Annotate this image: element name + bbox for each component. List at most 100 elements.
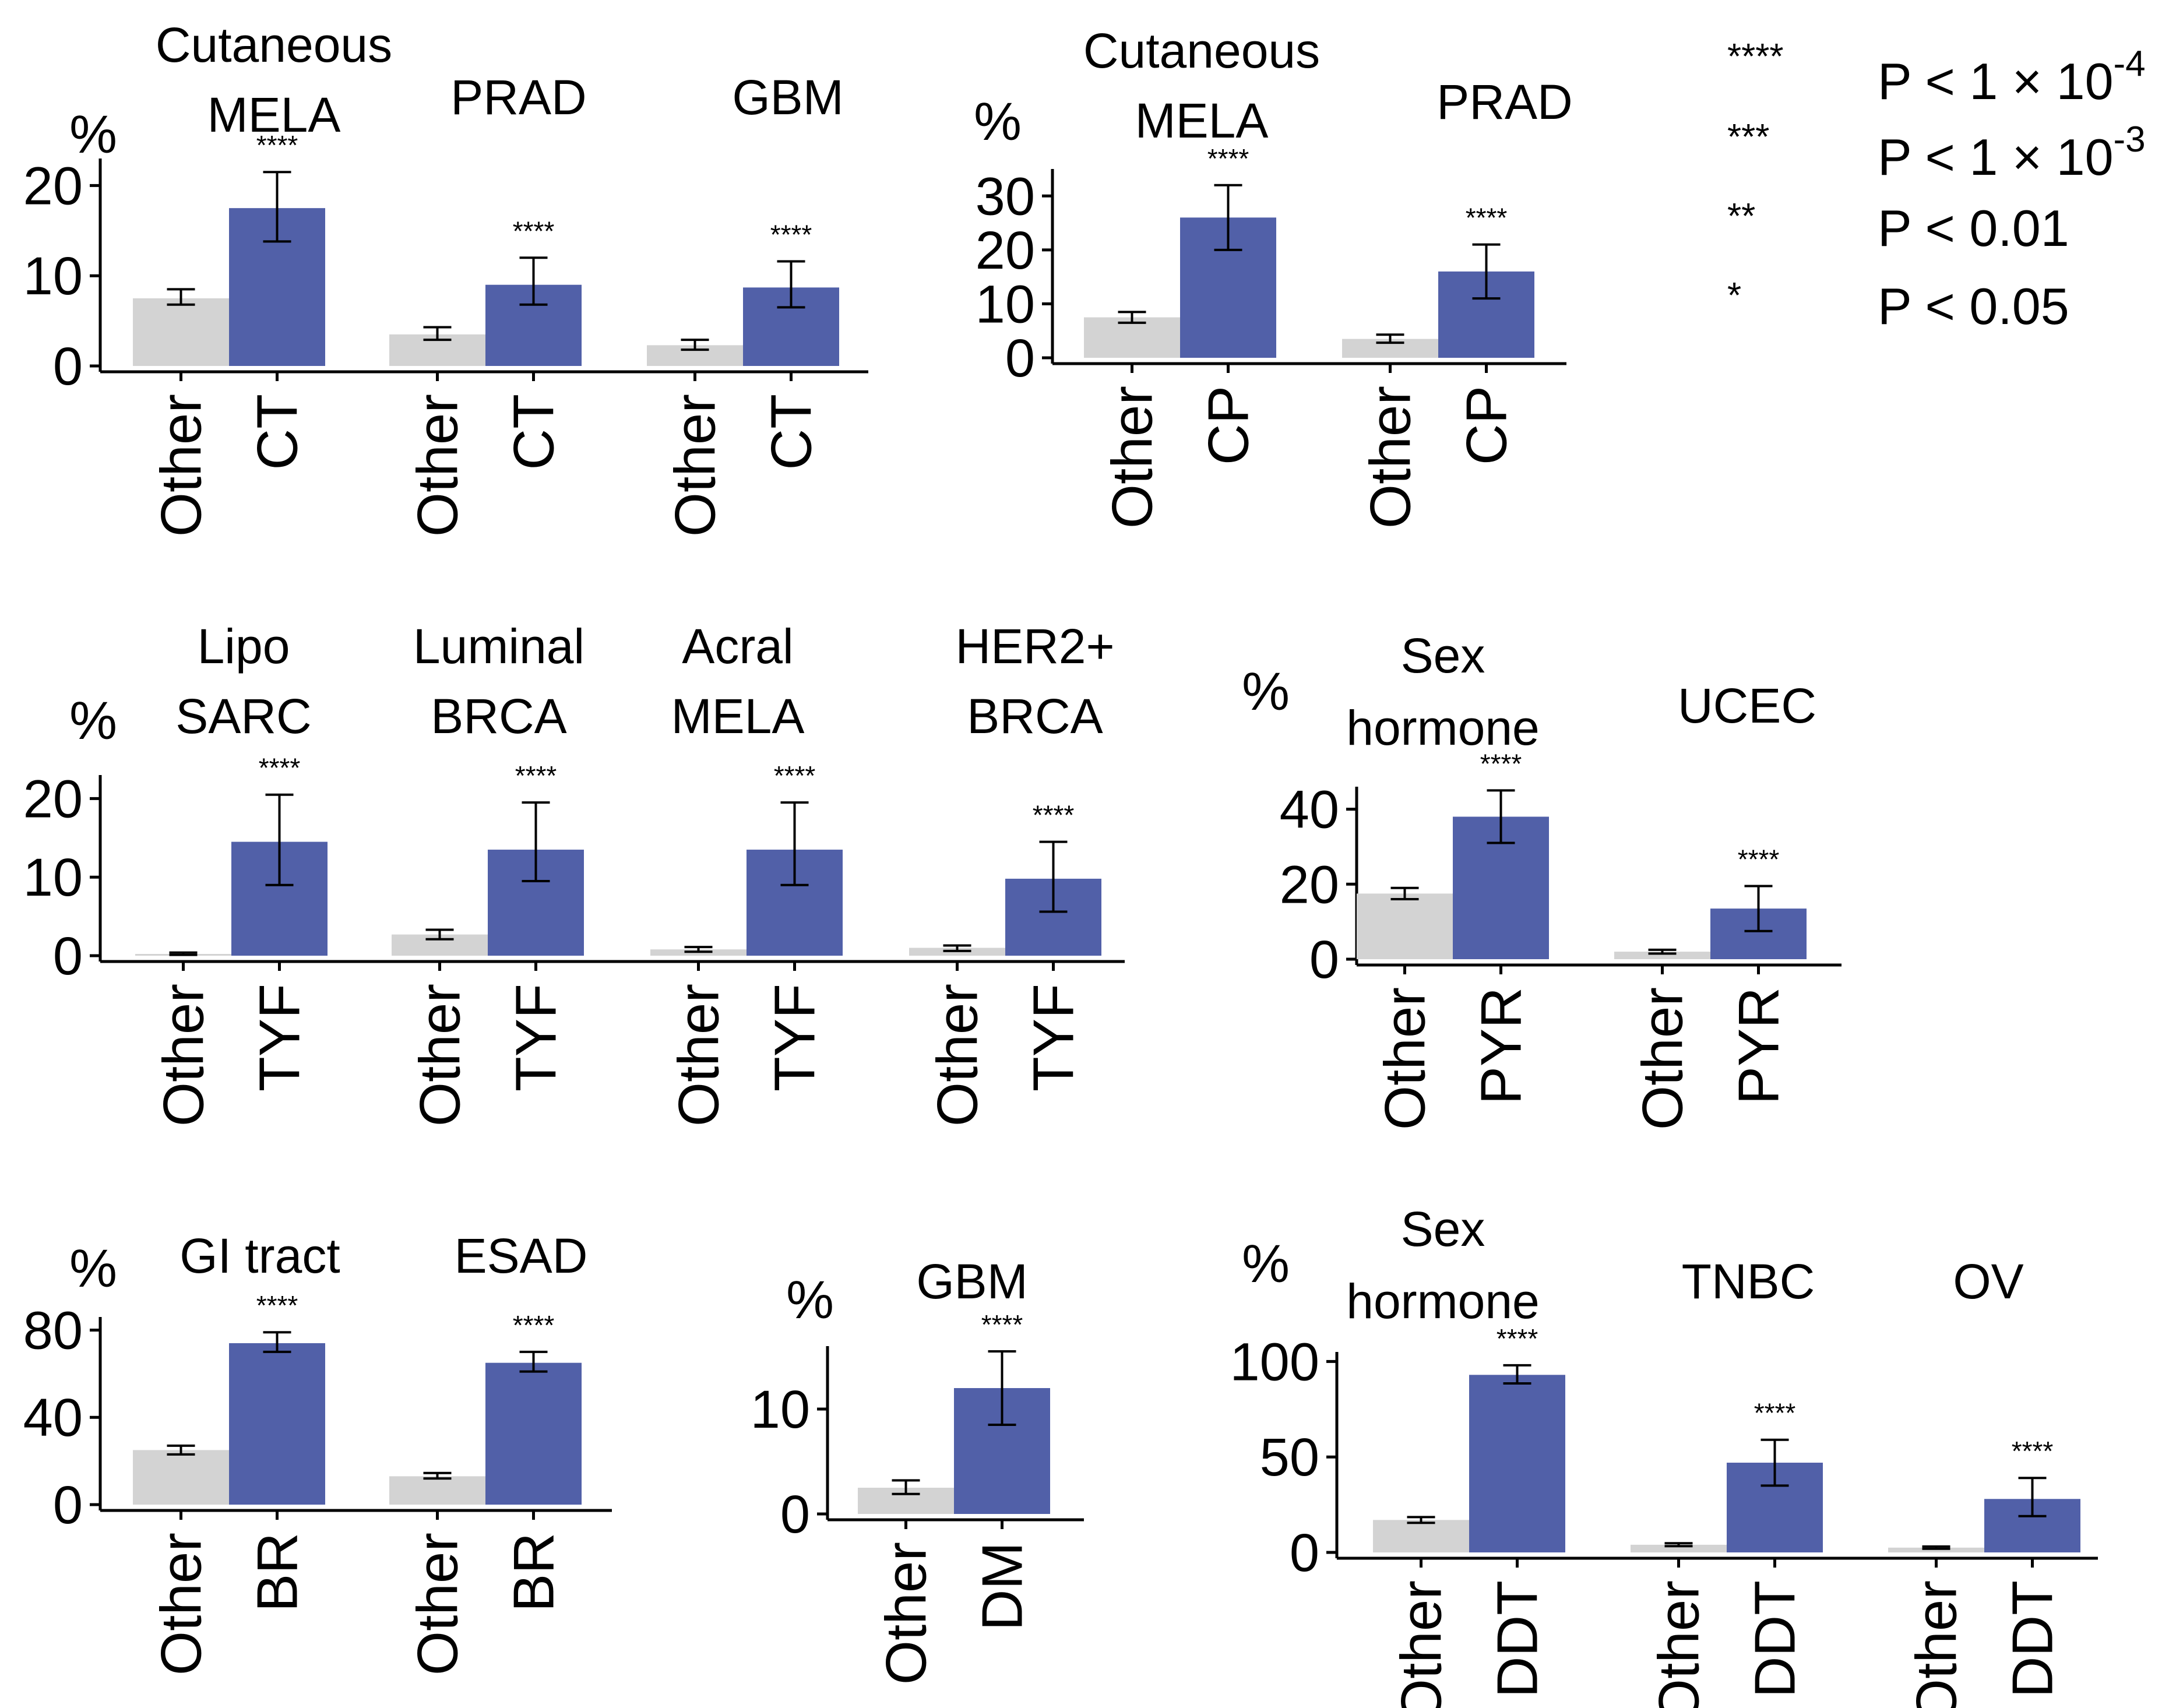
x-tick-label: TYF: [248, 984, 312, 1091]
group-4: HER2+ BRCA Other TYF ****: [909, 619, 1115, 1126]
error-bar: [892, 1479, 920, 1495]
group-1: GBM Other DM ****: [858, 1254, 1050, 1685]
group-1: Cutaneous MELA Other CT ****: [133, 17, 392, 537]
error-bar: [423, 326, 452, 341]
x-tick-label: Other: [1389, 1580, 1453, 1708]
group-2: PRAD Other CT ****: [389, 70, 587, 537]
group-1: Sex hormone Other PYR ****: [1346, 628, 1549, 1130]
group-title: BRCA: [431, 689, 566, 744]
y-tick-label: 0: [1005, 329, 1035, 388]
group-3: Acral MELA Other TYF ****: [650, 619, 843, 1126]
significance-label: ****: [513, 216, 555, 246]
group-2: Luminal BRCA Other TYF ****: [392, 619, 585, 1126]
y-axis-label: %: [69, 691, 117, 751]
significance-label: ****: [1207, 143, 1249, 174]
y-tick-label: 20: [976, 221, 1035, 280]
error-bar: [423, 1471, 452, 1480]
legend-text: P < 1 × 10-4: [1878, 44, 2146, 110]
error-bar: [522, 801, 550, 882]
error-bar: [1487, 789, 1515, 844]
error-bar: [263, 1331, 291, 1353]
y-tick-label: 0: [1309, 930, 1339, 989]
group-1: Sex hormone Other DDT ****: [1346, 1202, 1565, 1708]
y-tick-label: 0: [1290, 1523, 1319, 1583]
x-tick-label: Other: [406, 394, 470, 537]
significance-label: ****: [1738, 844, 1780, 875]
group-title: ESAD: [455, 1228, 588, 1283]
error-bar: [1390, 886, 1419, 901]
legend-stars: **: [1727, 196, 1755, 237]
legend-exponent: -4: [2114, 44, 2146, 84]
group-title: GBM: [916, 1254, 1027, 1309]
error-bar: [1118, 311, 1146, 324]
error-bar: [1922, 1545, 1950, 1550]
group-title: Lipo: [198, 619, 290, 674]
significance-label: ****: [770, 219, 812, 249]
y-tick-label: 0: [53, 1475, 83, 1535]
group-3: OV Other DDT ****: [1888, 1254, 2080, 1708]
y-axis-label: %: [1242, 662, 1290, 721]
y-tick-label: 100: [1230, 1332, 1320, 1392]
panel-5: % 0 40 80 GI tract Other BR **** ESAD Other BR ****: [23, 1228, 612, 1675]
bar-other: [1373, 1520, 1469, 1552]
group-2: PRAD Other CP ****: [1342, 75, 1573, 529]
group-title: Cutaneous: [156, 17, 392, 72]
legend-text: P < 0.05: [1878, 277, 2069, 335]
panel-3: % 0 10 20 Lipo SARC Other TYF **** Luminal BRCA Oth…: [23, 619, 1125, 1126]
group-title: OV: [1953, 1254, 2023, 1309]
error-bar: [1472, 243, 1501, 300]
group-1: Lipo SARC Other TYF ****: [135, 619, 328, 1126]
x-tick-label: CT: [245, 394, 309, 470]
error-bar: [1744, 885, 1773, 932]
significance-label: ****: [1497, 1323, 1538, 1354]
bar-other: [133, 1450, 229, 1505]
significance-label: ****: [256, 1290, 298, 1320]
group-title: Sex: [1401, 1202, 1485, 1256]
significance-label: ****: [2012, 1436, 2054, 1466]
group-title: Cutaneous: [1083, 23, 1320, 78]
error-bar: [519, 1350, 548, 1373]
group-title: hormone: [1346, 1274, 1540, 1329]
error-bar: [1376, 333, 1404, 344]
group-title: GI tract: [179, 1228, 340, 1283]
y-tick-label: 0: [780, 1485, 810, 1544]
y-tick-label: 10: [751, 1380, 810, 1439]
x-tick-label: Other: [663, 394, 727, 537]
significance-label: ****: [515, 760, 557, 791]
y-axis-label: %: [786, 1270, 834, 1330]
group-title: SARC: [175, 689, 311, 744]
error-bar: [1214, 184, 1242, 251]
x-tick-label: Other: [1358, 386, 1423, 529]
error-bar: [1407, 1516, 1435, 1524]
bar-treated: [485, 1362, 582, 1505]
legend-text: P < 0.01: [1878, 199, 2069, 257]
bar-other: [1084, 317, 1180, 358]
error-bar: [988, 1350, 1016, 1426]
x-tick-label: Other: [1904, 1580, 1969, 1708]
y-tick-label: 20: [23, 156, 83, 216]
group-title: MELA: [1135, 93, 1269, 148]
x-tick-label: Other: [149, 1533, 213, 1675]
y-tick-label: 10: [976, 274, 1035, 334]
x-tick-label: DM: [970, 1542, 1034, 1630]
error-bar: [1664, 1542, 1693, 1548]
group-1: GI tract Other BR ****: [133, 1228, 340, 1675]
error-bar: [684, 946, 713, 953]
group-1: Cutaneous MELA Other CP ****: [1083, 23, 1320, 529]
bar-other: [1614, 952, 1710, 959]
group-title: MELA: [207, 87, 341, 142]
x-tick-label: Other: [925, 984, 990, 1126]
group-title: Sex: [1401, 628, 1485, 683]
group-title: PRAD: [1436, 75, 1572, 129]
legend-stars: ***: [1727, 117, 1769, 157]
panel-4: % 0 20 40 Sex hormone Other PYR **** UCEC Other PYR…: [1242, 628, 1841, 1130]
y-tick-label: 10: [23, 848, 83, 907]
bar-treated: [229, 1343, 325, 1505]
y-axis-label: %: [69, 1239, 117, 1298]
group-2: TNBC Other DDT ****: [1631, 1254, 1823, 1708]
bar-other: [1888, 1547, 1984, 1552]
group-title: BRCA: [967, 689, 1103, 744]
x-tick-label: Other: [406, 1533, 470, 1675]
error-bar: [167, 288, 195, 306]
x-tick-label: CP: [1196, 386, 1260, 465]
